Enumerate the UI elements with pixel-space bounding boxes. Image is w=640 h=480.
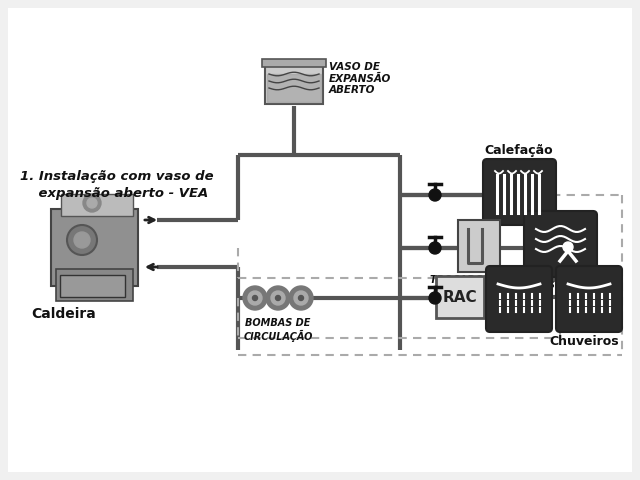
FancyBboxPatch shape <box>262 59 326 67</box>
FancyBboxPatch shape <box>60 275 125 297</box>
Circle shape <box>429 242 441 254</box>
Text: Caldeira: Caldeira <box>31 307 97 321</box>
FancyBboxPatch shape <box>51 209 138 286</box>
Circle shape <box>83 194 101 212</box>
Text: Piscina: Piscina <box>535 278 585 291</box>
Text: Calefação: Calefação <box>484 144 554 157</box>
Text: VASO DE
EXPANSÃO
ABERTO: VASO DE EXPANSÃO ABERTO <box>329 62 392 96</box>
FancyBboxPatch shape <box>265 62 323 104</box>
Circle shape <box>248 291 262 305</box>
FancyBboxPatch shape <box>56 269 133 301</box>
FancyBboxPatch shape <box>8 8 632 472</box>
FancyBboxPatch shape <box>483 159 556 225</box>
Circle shape <box>87 198 97 208</box>
Circle shape <box>298 296 303 300</box>
FancyBboxPatch shape <box>524 211 597 277</box>
Text: 1. Instalação com vaso de
    expansão aberto - VEA: 1. Instalação com vaso de expansão abert… <box>20 170 214 200</box>
Circle shape <box>275 296 280 300</box>
Circle shape <box>243 286 267 310</box>
Circle shape <box>429 292 441 304</box>
Circle shape <box>429 189 441 201</box>
FancyBboxPatch shape <box>436 276 484 318</box>
Circle shape <box>271 291 285 305</box>
Text: TROCADOR DE CALOR: TROCADOR DE CALOR <box>429 275 548 285</box>
Circle shape <box>67 225 97 255</box>
Circle shape <box>74 232 90 248</box>
Circle shape <box>266 286 290 310</box>
Text: RAC: RAC <box>443 289 477 304</box>
Circle shape <box>253 296 257 300</box>
Circle shape <box>289 286 313 310</box>
Text: BOMBAS DE
CIRCULAÇÃO: BOMBAS DE CIRCULAÇÃO <box>243 318 313 342</box>
Text: Chuveiros: Chuveiros <box>549 335 619 348</box>
FancyBboxPatch shape <box>486 266 552 332</box>
FancyBboxPatch shape <box>458 220 500 272</box>
Circle shape <box>563 242 573 252</box>
Circle shape <box>294 291 308 305</box>
Polygon shape <box>267 74 321 102</box>
FancyBboxPatch shape <box>61 194 133 216</box>
FancyBboxPatch shape <box>556 266 622 332</box>
